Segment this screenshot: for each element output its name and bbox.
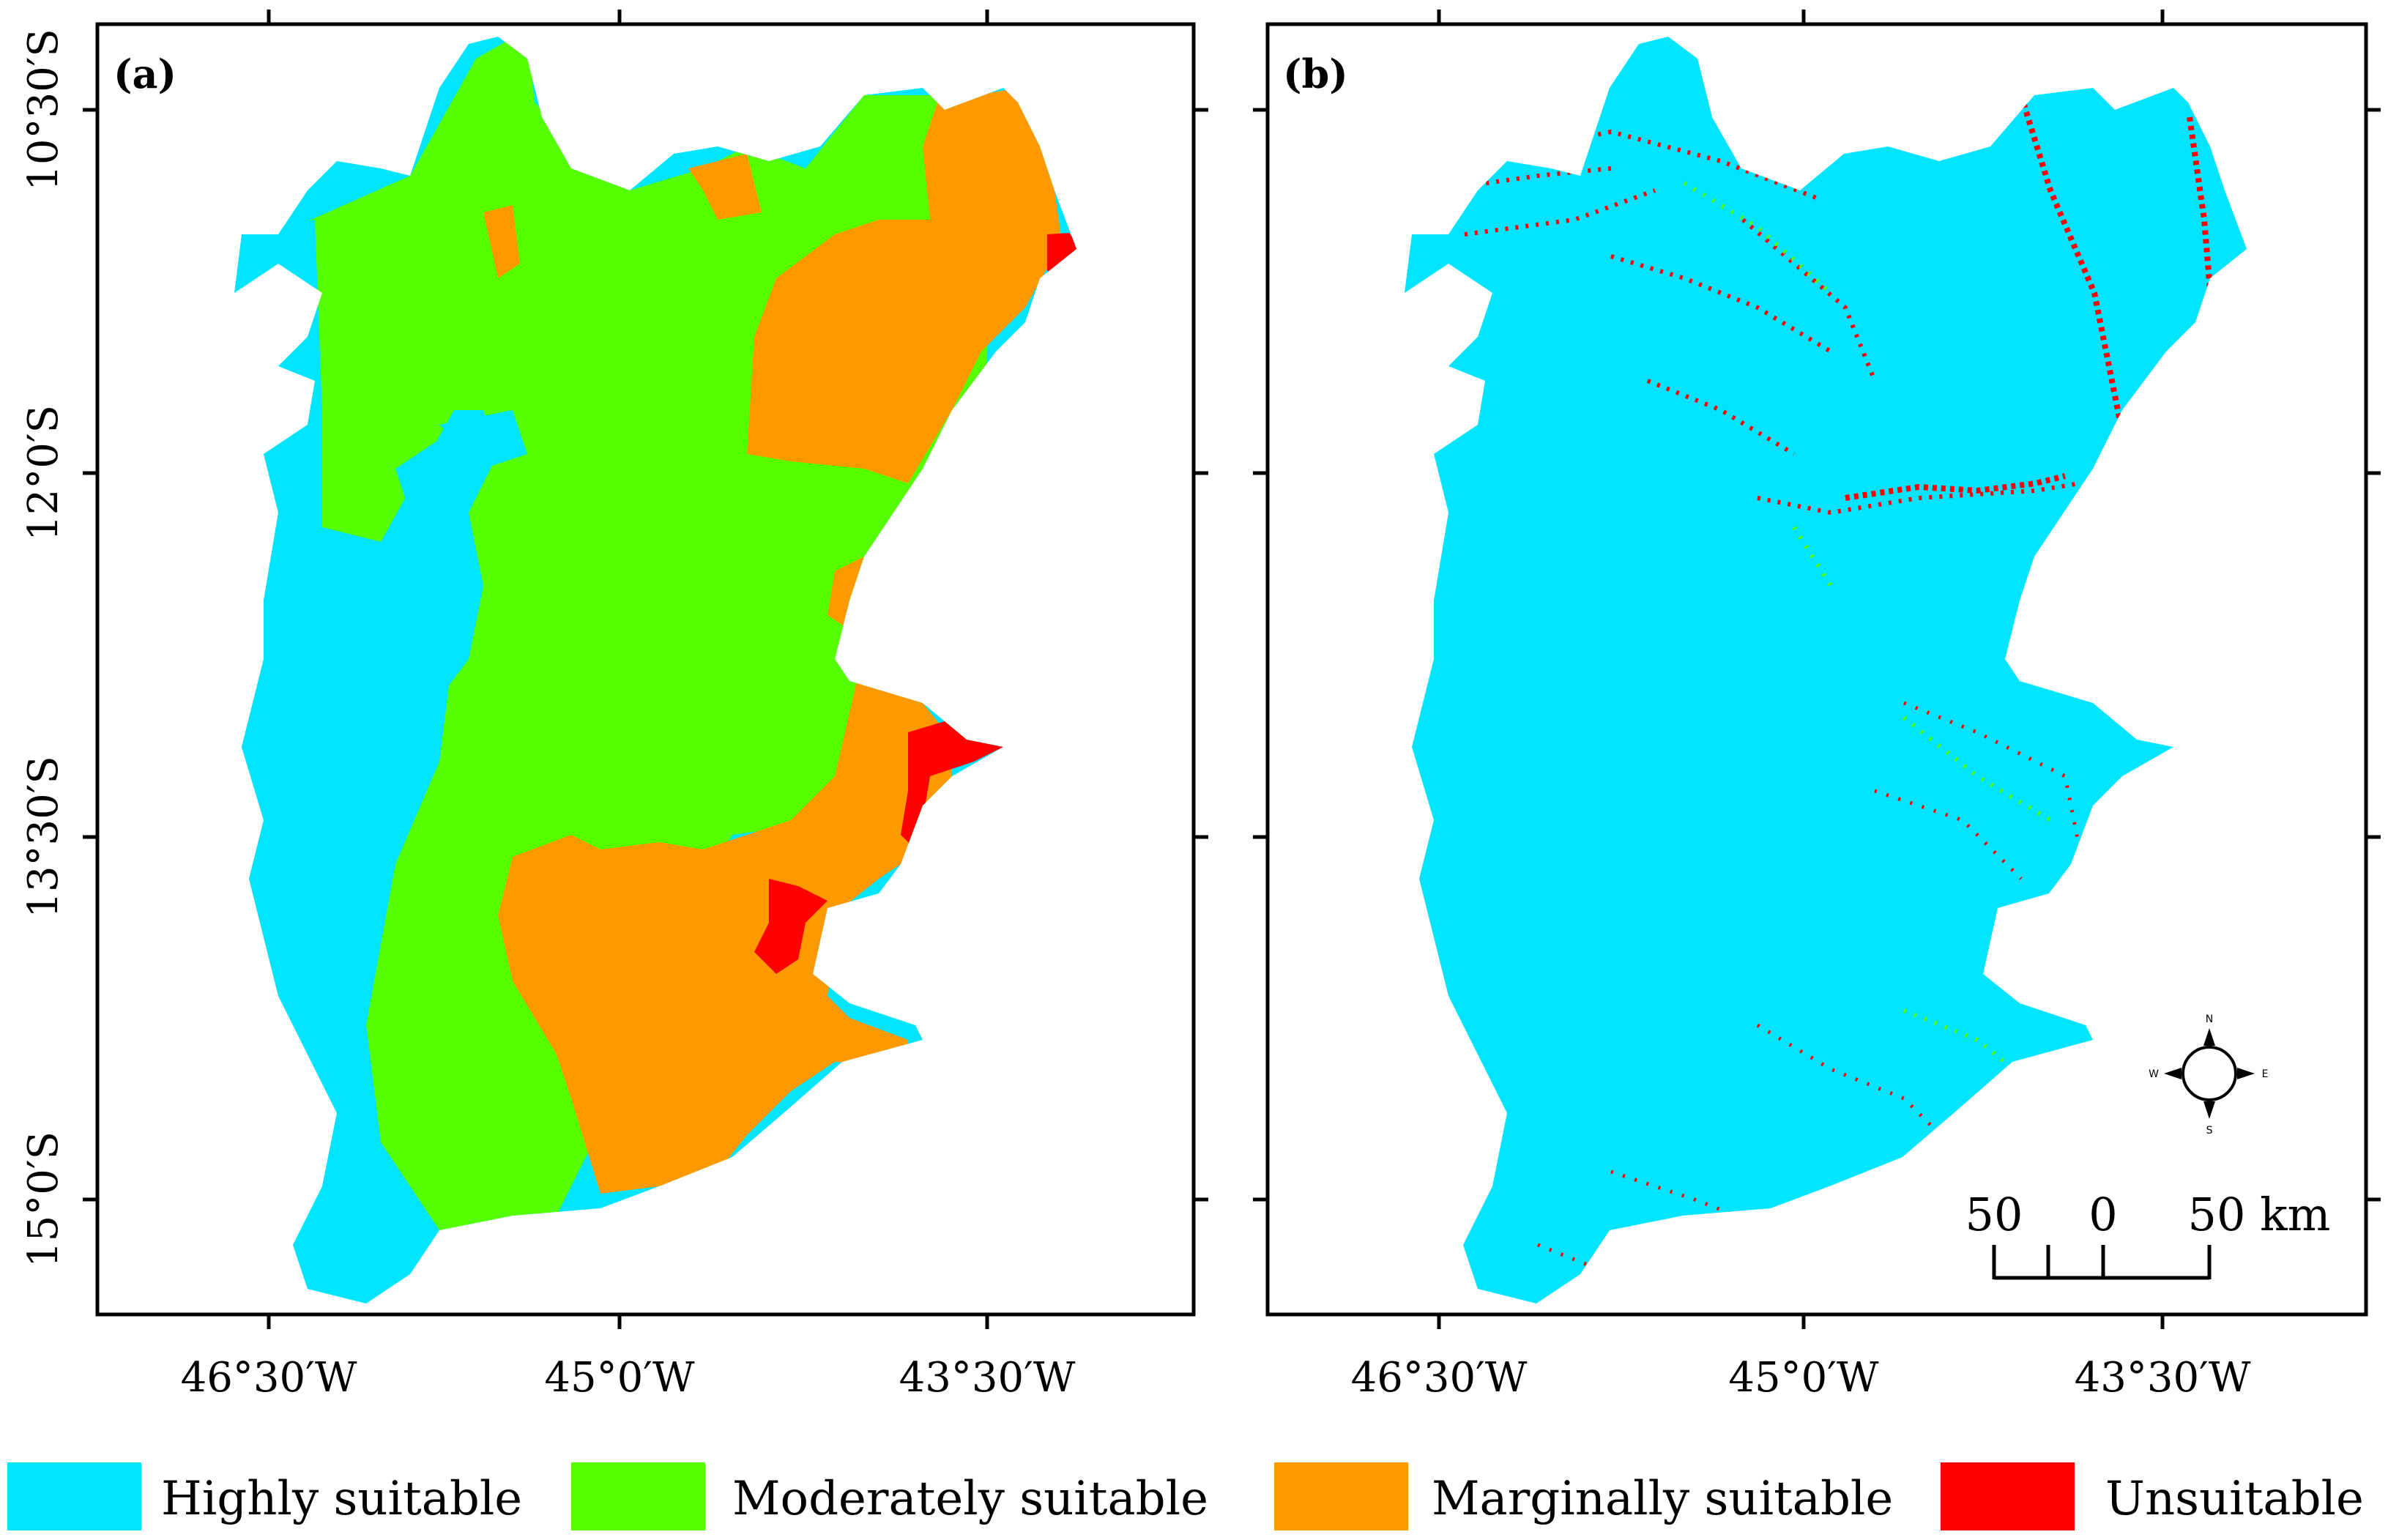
panel-a: (a) bbox=[95, 22, 1196, 1317]
compass-rose: N S E W bbox=[2149, 1013, 2268, 1137]
lat-label-3: 13°30′S bbox=[20, 756, 67, 918]
legend-swatch-marginally-suitable bbox=[1274, 1462, 1408, 1530]
compass-arrow-east bbox=[2237, 1068, 2255, 1079]
scale-bar: 50 0 50 km bbox=[1965, 1188, 2331, 1280]
compass-label-w: W bbox=[2149, 1068, 2159, 1080]
lon-label-a-1: 46°30′W bbox=[181, 1354, 357, 1402]
legend: Highly suitable Moderately suitable Marg… bbox=[7, 1462, 2364, 1530]
panel-b-map bbox=[1405, 37, 2247, 1303]
zone-marginally-suitable-nw-a bbox=[483, 205, 520, 278]
lon-label-a-2: 45°0′W bbox=[544, 1354, 695, 1402]
lon-label-b-1: 46°30′W bbox=[1351, 1354, 1528, 1402]
latitude-labels: 10°30′S 12°0′S 13°30′S 15°0′S bbox=[20, 29, 67, 1268]
scale-label-right: 50 km bbox=[2188, 1188, 2331, 1241]
zone-highly-suitable-west-a bbox=[242, 220, 498, 1303]
zone-unsuitable-east-a bbox=[901, 721, 1003, 849]
zone-speckle-green-b bbox=[1683, 181, 2052, 1071]
lon-label-b-3: 43°30′W bbox=[2075, 1354, 2251, 1402]
compass-arrow-north bbox=[2203, 1028, 2215, 1046]
panel-b: (b) N S E W 50 0 50 km bbox=[1265, 22, 2368, 1317]
legend-label-marginally-suitable: Marginally suitable bbox=[1432, 1472, 1893, 1526]
lat-label-4: 15°0′S bbox=[20, 1131, 67, 1268]
zone-speckle-river-b bbox=[1845, 94, 2214, 501]
compass-label-s: S bbox=[2206, 1125, 2213, 1137]
legend-swatch-unsuitable bbox=[1941, 1462, 2075, 1530]
panel-b-label: (b) bbox=[1283, 51, 1348, 97]
panel-a-label: (a) bbox=[114, 51, 176, 97]
zone-speckle-nw-b bbox=[1435, 129, 2080, 516]
legend-swatch-moderately-suitable bbox=[571, 1462, 705, 1530]
zone-marginally-suitable-n-a bbox=[688, 154, 762, 220]
compass-arrow-west bbox=[2164, 1068, 2182, 1079]
scale-label-mid: 0 bbox=[2089, 1188, 2117, 1241]
lat-label-2: 12°0′S bbox=[20, 405, 67, 541]
lat-label-1: 10°30′S bbox=[20, 29, 67, 191]
panel-a-map bbox=[234, 37, 1076, 1303]
panel-b-speckle bbox=[1435, 94, 2214, 1276]
legend-label-unsuitable: Unsuitable bbox=[2105, 1472, 2364, 1526]
zone-highly-suitable-north-a bbox=[439, 410, 527, 469]
compass-arrow-south bbox=[2203, 1101, 2215, 1119]
lon-label-b-2: 45°0′W bbox=[1728, 1354, 1879, 1402]
compass-label-n: N bbox=[2206, 1013, 2213, 1025]
scale-label-left: 50 bbox=[1965, 1188, 2023, 1241]
zone-marginally-suitable-ne-a bbox=[747, 88, 1062, 483]
legend-label-highly-suitable: Highly suitable bbox=[161, 1472, 522, 1526]
basin-outline-b bbox=[1405, 37, 2247, 1303]
zone-marginally-suitable-east-a bbox=[498, 681, 952, 1194]
lon-label-a-3: 43°30′W bbox=[899, 1354, 1076, 1402]
axis-ticks bbox=[83, 10, 2381, 1329]
legend-label-moderately-suitable: Moderately suitable bbox=[732, 1472, 1208, 1526]
legend-swatch-highly-suitable bbox=[7, 1462, 141, 1530]
zone-speckle-se-b bbox=[1537, 701, 2082, 1276]
zone-unsuitable-south-a bbox=[754, 879, 827, 974]
compass-ring bbox=[2182, 1046, 2237, 1101]
longitude-labels: 46°30′W 45°0′W 43°30′W 46°30′W 45°0′W 43… bbox=[181, 1354, 2251, 1402]
compass-label-e: E bbox=[2262, 1068, 2269, 1080]
